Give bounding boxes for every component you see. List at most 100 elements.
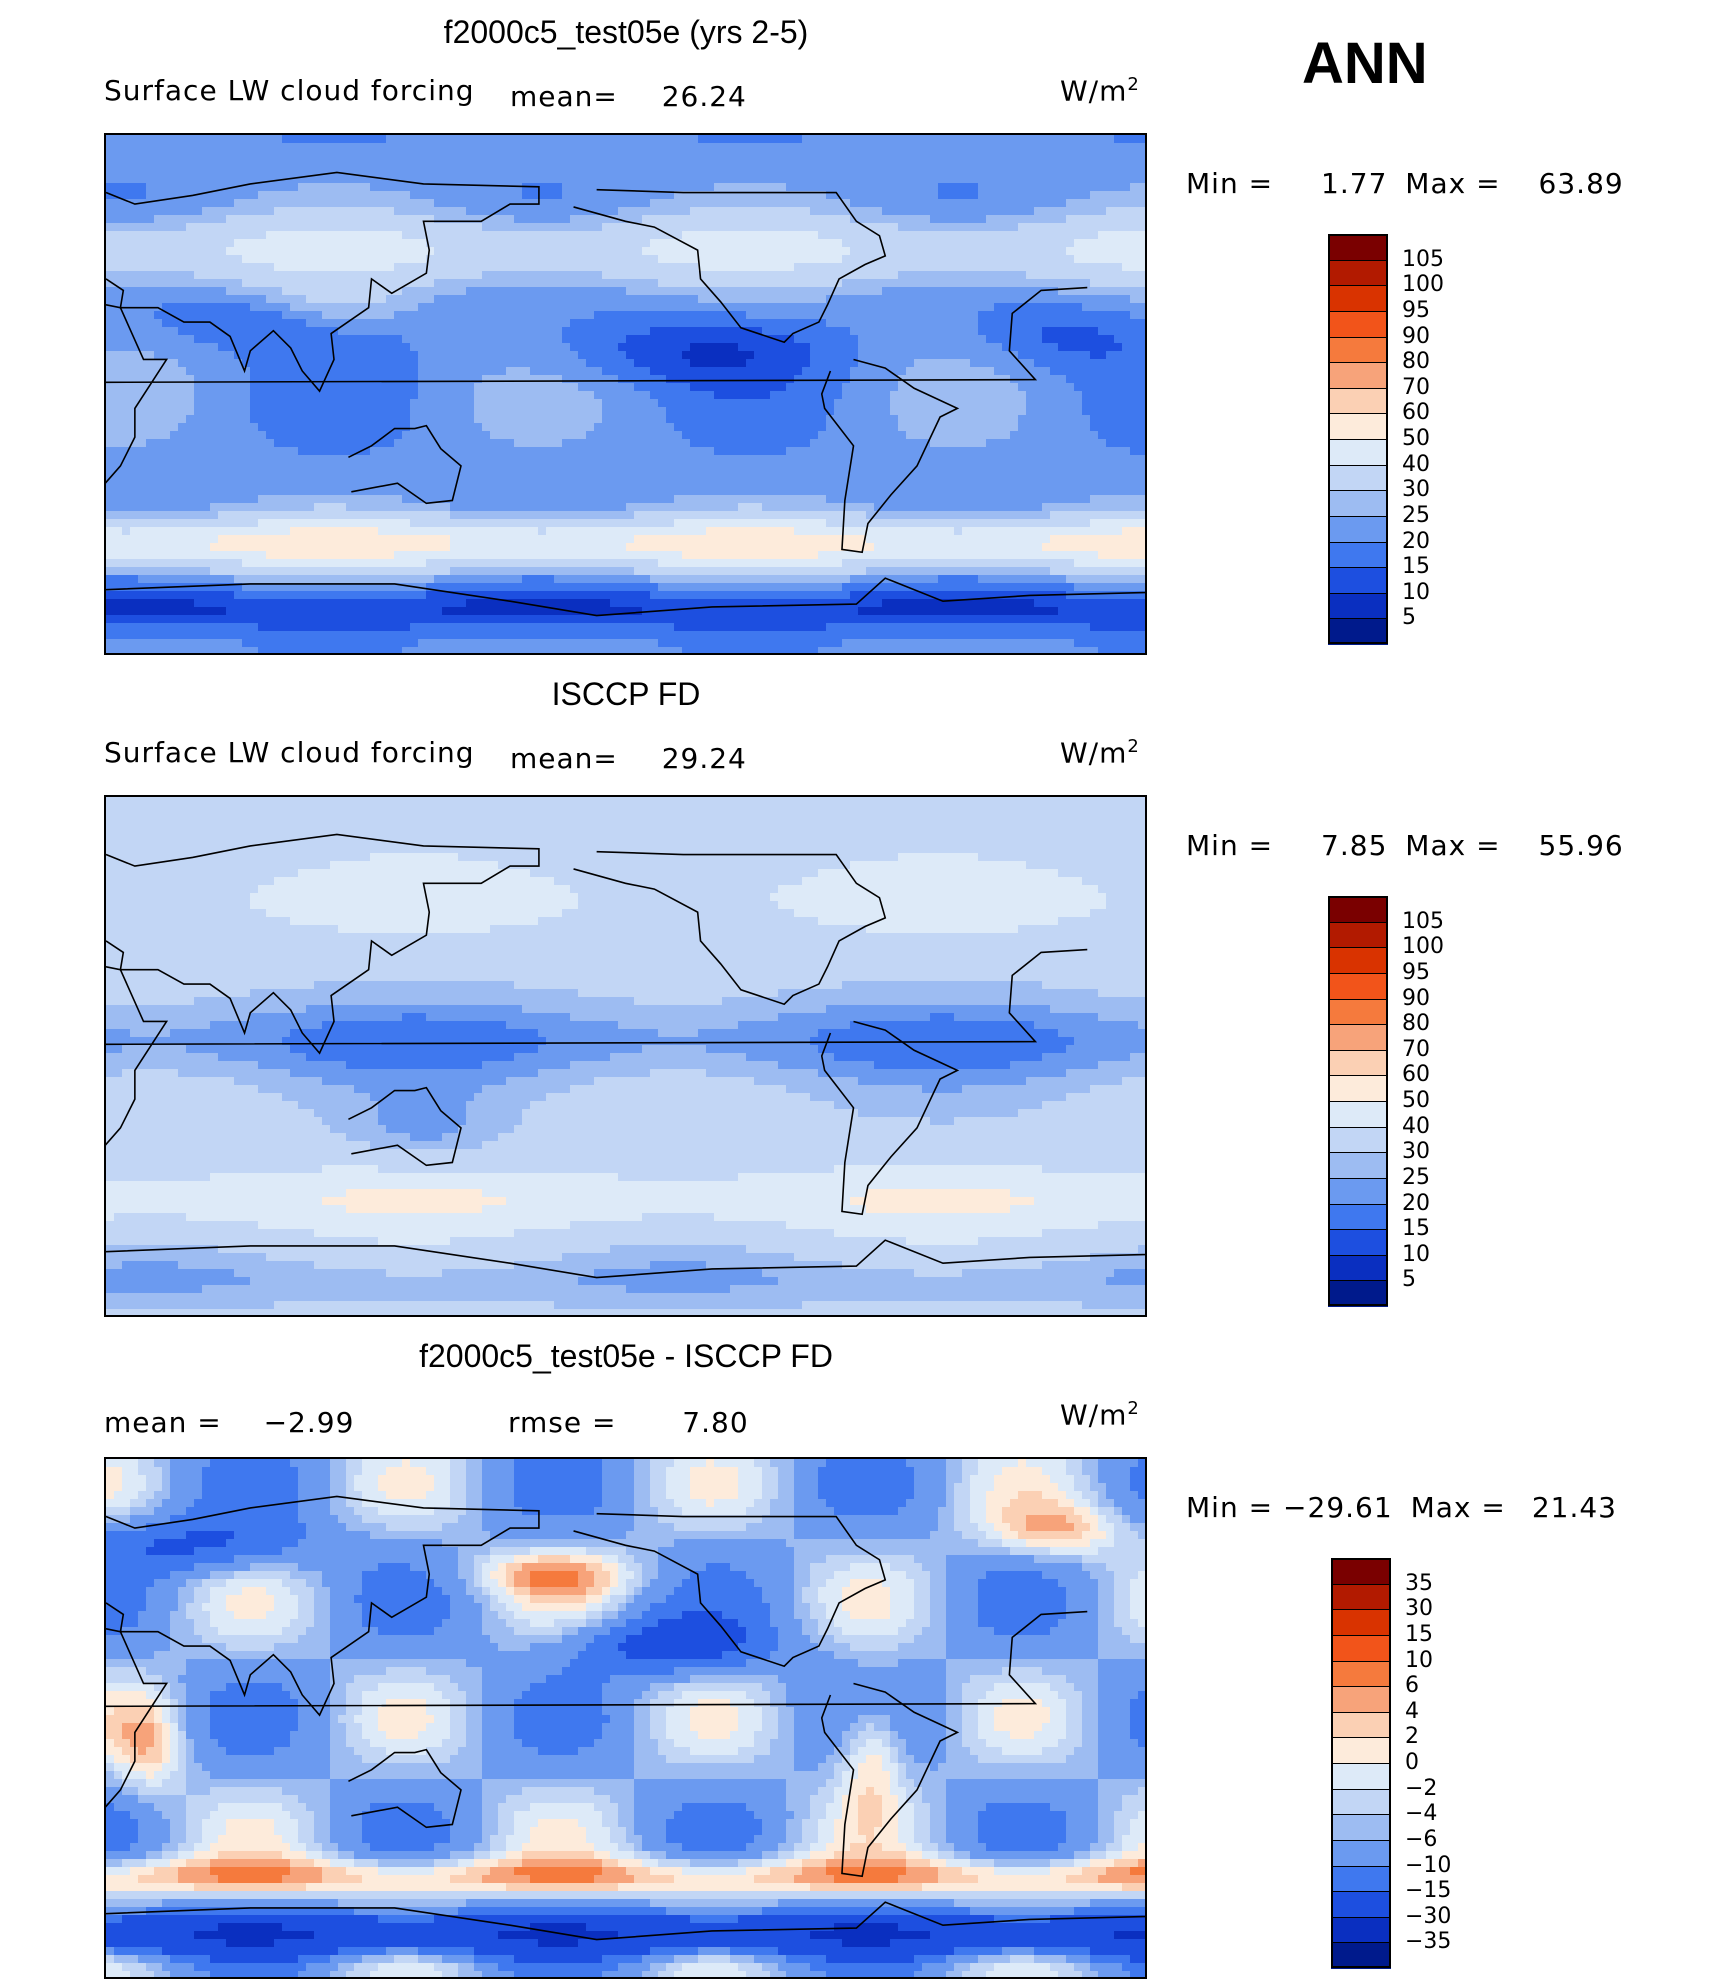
contour-cell (370, 151, 379, 160)
contour-cell (354, 183, 363, 192)
contour-cell (186, 279, 195, 288)
contour-cell (706, 191, 715, 200)
contour-cell (874, 319, 883, 328)
contour-cell (714, 167, 723, 176)
contour-cell (1026, 335, 1035, 344)
contour-cell (906, 175, 915, 184)
contour-cell (466, 143, 475, 152)
contour-cell (506, 143, 515, 152)
contour-cell (1074, 199, 1083, 208)
contour-cell (578, 431, 587, 440)
contour-cell (962, 295, 971, 304)
contour-cell (282, 383, 291, 392)
contour-cell (1114, 423, 1123, 432)
contour-cell (306, 247, 315, 256)
contour-cell (418, 159, 427, 168)
contour-cell (1066, 327, 1075, 336)
contour-cell (418, 231, 427, 240)
contour-cell (810, 375, 819, 384)
contour-cell (114, 271, 123, 280)
contour-cell (634, 335, 643, 344)
contour-cell (1130, 287, 1139, 296)
contour-cell (1058, 255, 1067, 264)
contour-cell (106, 167, 115, 176)
contour-cell (850, 391, 859, 400)
contour-cell (610, 431, 619, 440)
contour-cell (130, 359, 139, 368)
contour-cell (554, 383, 563, 392)
contour-cell (946, 175, 955, 184)
contour-cell (450, 151, 459, 160)
contour-cell (754, 191, 763, 200)
contour-cell (290, 255, 299, 264)
contour-cell (1002, 279, 1011, 288)
contour-cell (946, 143, 955, 152)
contour-cell (242, 311, 251, 320)
contour-cell (426, 223, 435, 232)
contour-cell (1034, 279, 1043, 288)
contour-cell (266, 239, 275, 248)
contour-cell (930, 319, 939, 328)
contour-cell (170, 271, 179, 280)
contour-cell (234, 231, 243, 240)
contour-cell (522, 423, 531, 432)
contour-cell (770, 287, 779, 296)
contour-cell (378, 295, 387, 304)
contour-cell (722, 207, 731, 216)
contour-cell (386, 415, 395, 424)
contour-cell (114, 223, 123, 232)
contour-cell (1090, 311, 1099, 320)
contour-cell (250, 207, 259, 216)
contour-cell (778, 391, 787, 400)
contour-cell (690, 263, 699, 272)
contour-cell (530, 159, 539, 168)
contour-cell (106, 319, 115, 328)
contour-cell (490, 415, 499, 424)
contour-cell (1026, 231, 1035, 240)
contour-cell (938, 143, 947, 152)
contour-cell (218, 271, 227, 280)
contour-cell (146, 279, 155, 288)
contour-cell (122, 247, 131, 256)
contour-cell (586, 279, 595, 288)
contour-cell (138, 431, 147, 440)
contour-cell (874, 191, 883, 200)
contour-cell (1058, 167, 1067, 176)
contour-cell (442, 359, 451, 368)
contour-cell (514, 327, 523, 336)
contour-cell (610, 327, 619, 336)
contour-cell (1018, 423, 1027, 432)
contour-cell (122, 431, 131, 440)
contour-cell (850, 199, 859, 208)
contour-cell (146, 391, 155, 400)
contour-cell (258, 151, 267, 160)
contour-cell (218, 383, 227, 392)
contour-cell (1058, 359, 1067, 368)
contour-cell (466, 375, 475, 384)
contour-cell (858, 271, 867, 280)
contour-cell (650, 431, 659, 440)
contour-cell (1114, 223, 1123, 232)
contour-cell (338, 407, 347, 416)
contour-cell (522, 271, 531, 280)
contour-cell (298, 295, 307, 304)
contour-cell (714, 431, 723, 440)
contour-cell (1082, 391, 1091, 400)
contour-cell (426, 287, 435, 296)
contour-cell (690, 423, 699, 432)
contour-cell (330, 159, 339, 168)
contour-cell (122, 399, 131, 408)
contour-cell (842, 351, 851, 360)
contour-cell (146, 383, 155, 392)
contour-cell (354, 135, 363, 144)
contour-cell (578, 423, 587, 432)
contour-cell (274, 207, 283, 216)
contour-cell (162, 327, 171, 336)
contour-cell (594, 159, 603, 168)
contour-cell (554, 375, 563, 384)
contour-cell (1130, 271, 1139, 280)
contour-cell (842, 367, 851, 376)
contour-cell (770, 183, 779, 192)
contour-cell (1074, 407, 1083, 416)
contour-cell (586, 399, 595, 408)
